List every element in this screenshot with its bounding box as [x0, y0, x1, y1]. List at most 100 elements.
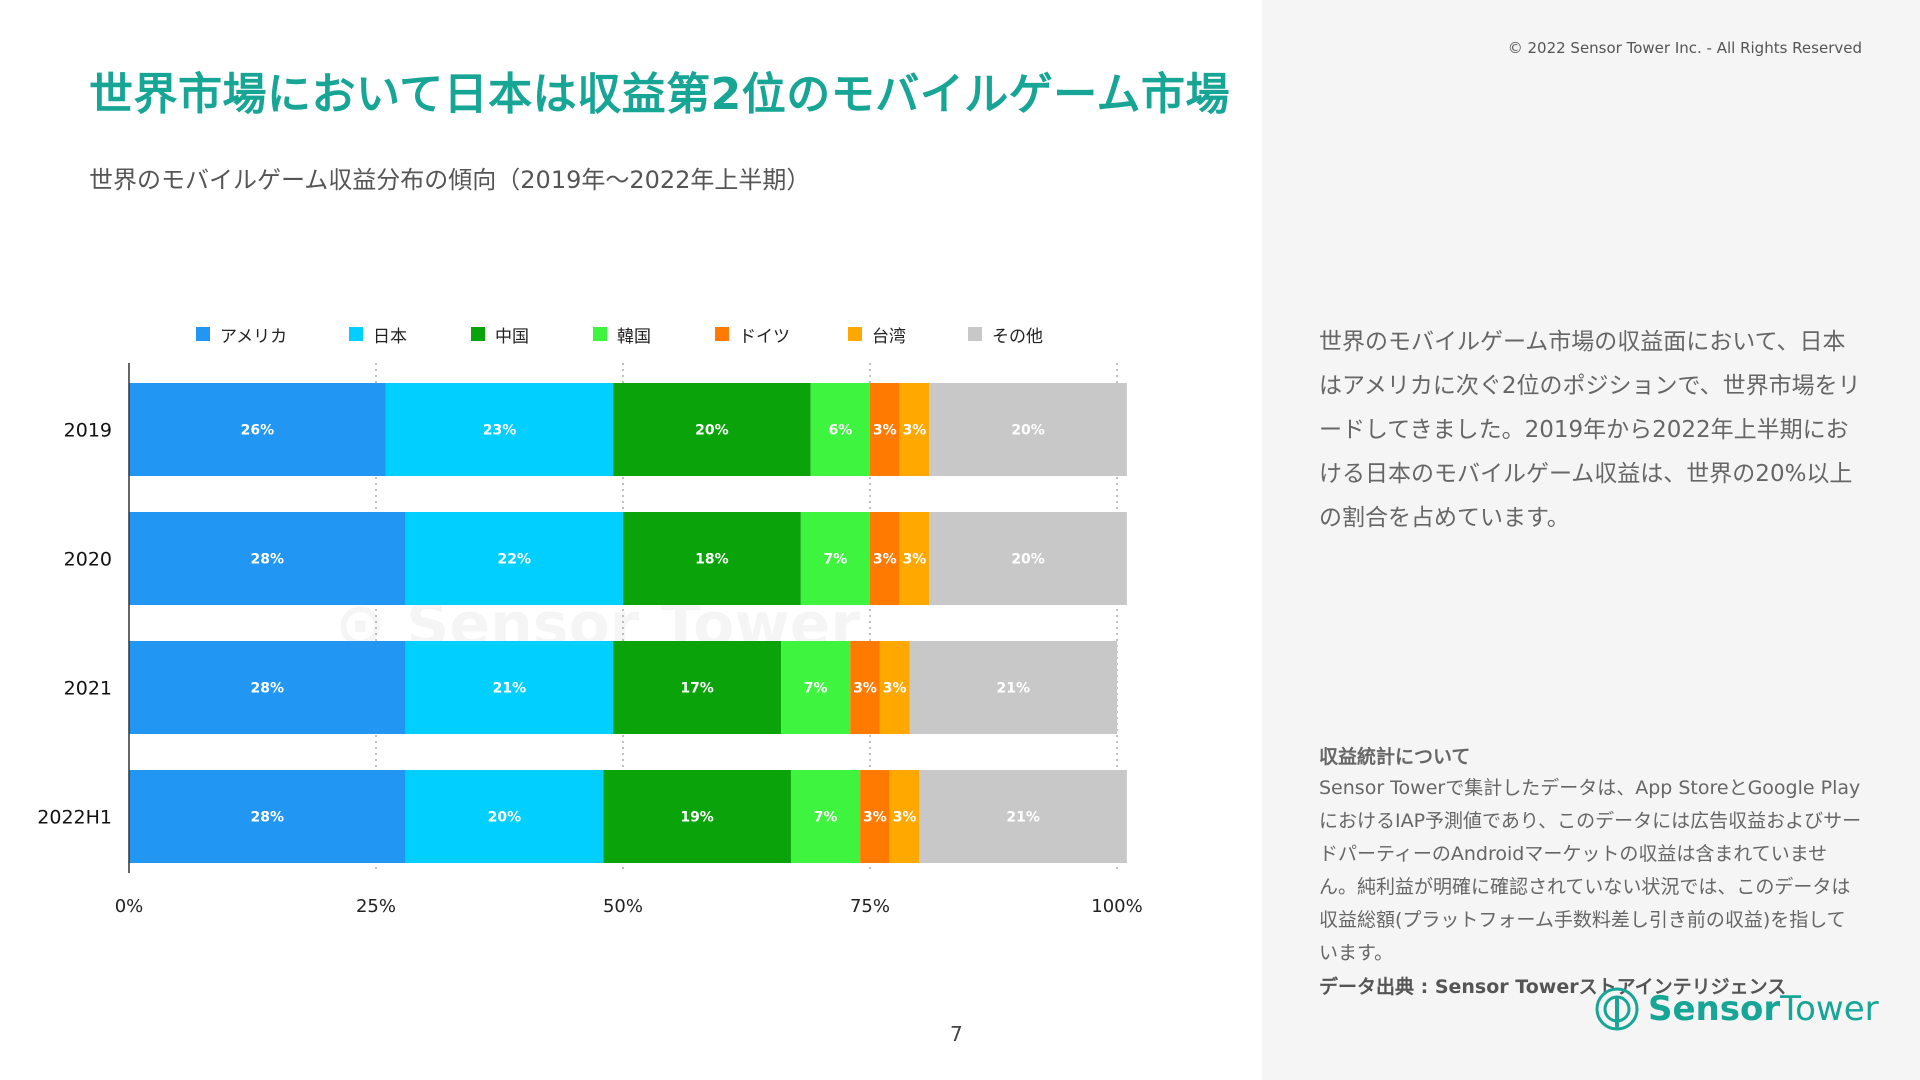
legend-item: その他: [968, 322, 1043, 347]
bar-segment: [603, 770, 791, 863]
description-text: 世界のモバイルゲーム市場の収益面において、日本はアメリカに次ぐ2位のポジションで…: [1319, 329, 1861, 531]
bar-segment: [129, 770, 406, 863]
data-label: 21%: [493, 681, 527, 697]
bar-segment: [623, 512, 801, 605]
legend-swatch: [196, 327, 210, 341]
bar-segment: [929, 383, 1127, 476]
bar-segment: [870, 512, 900, 605]
bar-segment: [899, 383, 930, 476]
page-number: 7: [950, 1022, 963, 1046]
bar-segment: [889, 770, 920, 863]
data-label: 20%: [1011, 552, 1045, 568]
data-label: 28%: [251, 810, 285, 826]
bar-segment: [129, 383, 386, 476]
data-label: 7%: [814, 810, 838, 826]
chart-subtitle: 世界のモバイルゲーム収益分布の傾向（2019年～2022年上半期）: [89, 166, 811, 194]
data-label: 3%: [883, 681, 907, 697]
note-title: 収益統計について: [1319, 746, 1471, 768]
data-label: 3%: [893, 810, 917, 826]
x-tick-label: 0%: [115, 896, 144, 917]
bar-segment: [879, 641, 910, 734]
bar-segment: [860, 770, 890, 863]
data-label: 3%: [873, 552, 897, 568]
bar-segment: [909, 641, 1117, 734]
data-label: 20%: [488, 810, 522, 826]
bar-segment: [613, 641, 782, 734]
legend-item: 台湾: [848, 322, 968, 347]
legend-swatch: [715, 327, 729, 341]
stacked-bar-chart: 0% 25% 50% 75% 100% 2019 26% 23% 20% 6% 3% 3% 20% 202…: [37, 363, 1143, 917]
legend-label: アメリカ: [220, 326, 288, 347]
x-tick-label: 50%: [603, 896, 643, 917]
chart-legend: アメリカ 日本 中国 韓国 ドイツ 台湾 その他: [196, 322, 1043, 347]
bar-segment: [405, 512, 623, 605]
x-tick-label: 100%: [1091, 896, 1142, 917]
legend-label: 中国: [495, 326, 529, 347]
legend-swatch: [471, 327, 485, 341]
data-label: 20%: [695, 423, 729, 439]
data-label: 3%: [873, 423, 897, 439]
bar-segment: [899, 512, 930, 605]
logo-word-sensor: Sensor: [1648, 989, 1781, 1029]
data-label: 3%: [853, 681, 877, 697]
bar-segment: [405, 641, 614, 734]
right-panel: [1262, 0, 1920, 1080]
legend-swatch: [848, 327, 862, 341]
data-label: 28%: [251, 552, 285, 568]
data-label: 28%: [251, 681, 285, 697]
y-tick-label: 2020: [64, 549, 112, 571]
bar-segment: [870, 383, 900, 476]
legend-label: 台湾: [872, 326, 906, 347]
bar-segment: [919, 770, 1127, 863]
legend-item: 韓国: [593, 322, 715, 347]
y-tick-label: 2022H1: [37, 807, 112, 829]
data-label: 19%: [680, 810, 714, 826]
copyright-text: © 2022 Sensor Tower Inc. - All Rights Re…: [1507, 39, 1862, 57]
data-label: 20%: [1011, 423, 1045, 439]
logo-word-tower: Tower: [1780, 989, 1879, 1029]
sensor-tower-logo: SensorTower: [1594, 986, 1879, 1032]
data-label: 7%: [804, 681, 828, 697]
bar-segment: [781, 641, 851, 734]
data-source-text: データ出典 : Sensor Towerストアインテリジェンス: [1319, 976, 1787, 998]
legend-label: ドイツ: [739, 326, 790, 347]
bar-segment: [850, 641, 880, 734]
x-tick-label: 25%: [356, 896, 396, 917]
legend-swatch: [349, 327, 363, 341]
bar-segment: [405, 770, 604, 863]
bar-segment: [810, 383, 870, 476]
bar-segment: [129, 641, 406, 734]
legend-label: 韓国: [617, 326, 651, 347]
bar-segment: [790, 770, 861, 863]
legend-item: アメリカ: [196, 322, 349, 347]
bar-segment: [613, 383, 811, 476]
data-label: 23%: [483, 423, 517, 439]
legend-label: その他: [992, 326, 1043, 347]
page-title: 世界市場において日本は収益第2位のモバイルゲーム市場: [89, 69, 1230, 120]
note-text: Sensor Towerで集計したデータは、App StoreとGoogle P…: [1319, 777, 1862, 964]
x-tick-label: 75%: [850, 896, 890, 917]
legend-swatch: [968, 327, 982, 341]
bar-segment: [129, 512, 406, 605]
data-label: 6%: [828, 423, 852, 439]
legend-item: 中国: [471, 322, 593, 347]
data-label: 17%: [680, 681, 714, 697]
data-label: 3%: [903, 552, 927, 568]
data-label: 3%: [863, 810, 887, 826]
data-label: 21%: [997, 681, 1031, 697]
data-label: 18%: [695, 552, 729, 568]
legend-label: 日本: [373, 326, 407, 347]
bar-segment: [800, 512, 870, 605]
legend-item: 日本: [349, 322, 471, 347]
bar-segment: [385, 383, 614, 476]
y-tick-label: 2019: [64, 420, 112, 442]
data-label: 26%: [241, 423, 275, 439]
legend-item: ドイツ: [715, 322, 848, 347]
data-label: 3%: [903, 423, 927, 439]
data-label: 22%: [498, 552, 532, 568]
legend-swatch: [593, 327, 607, 341]
data-label: 21%: [1006, 810, 1040, 826]
sensor-tower-logo-icon: [1595, 987, 1639, 1031]
bar-segment: [929, 512, 1127, 605]
y-tick-label: 2021: [64, 678, 112, 700]
